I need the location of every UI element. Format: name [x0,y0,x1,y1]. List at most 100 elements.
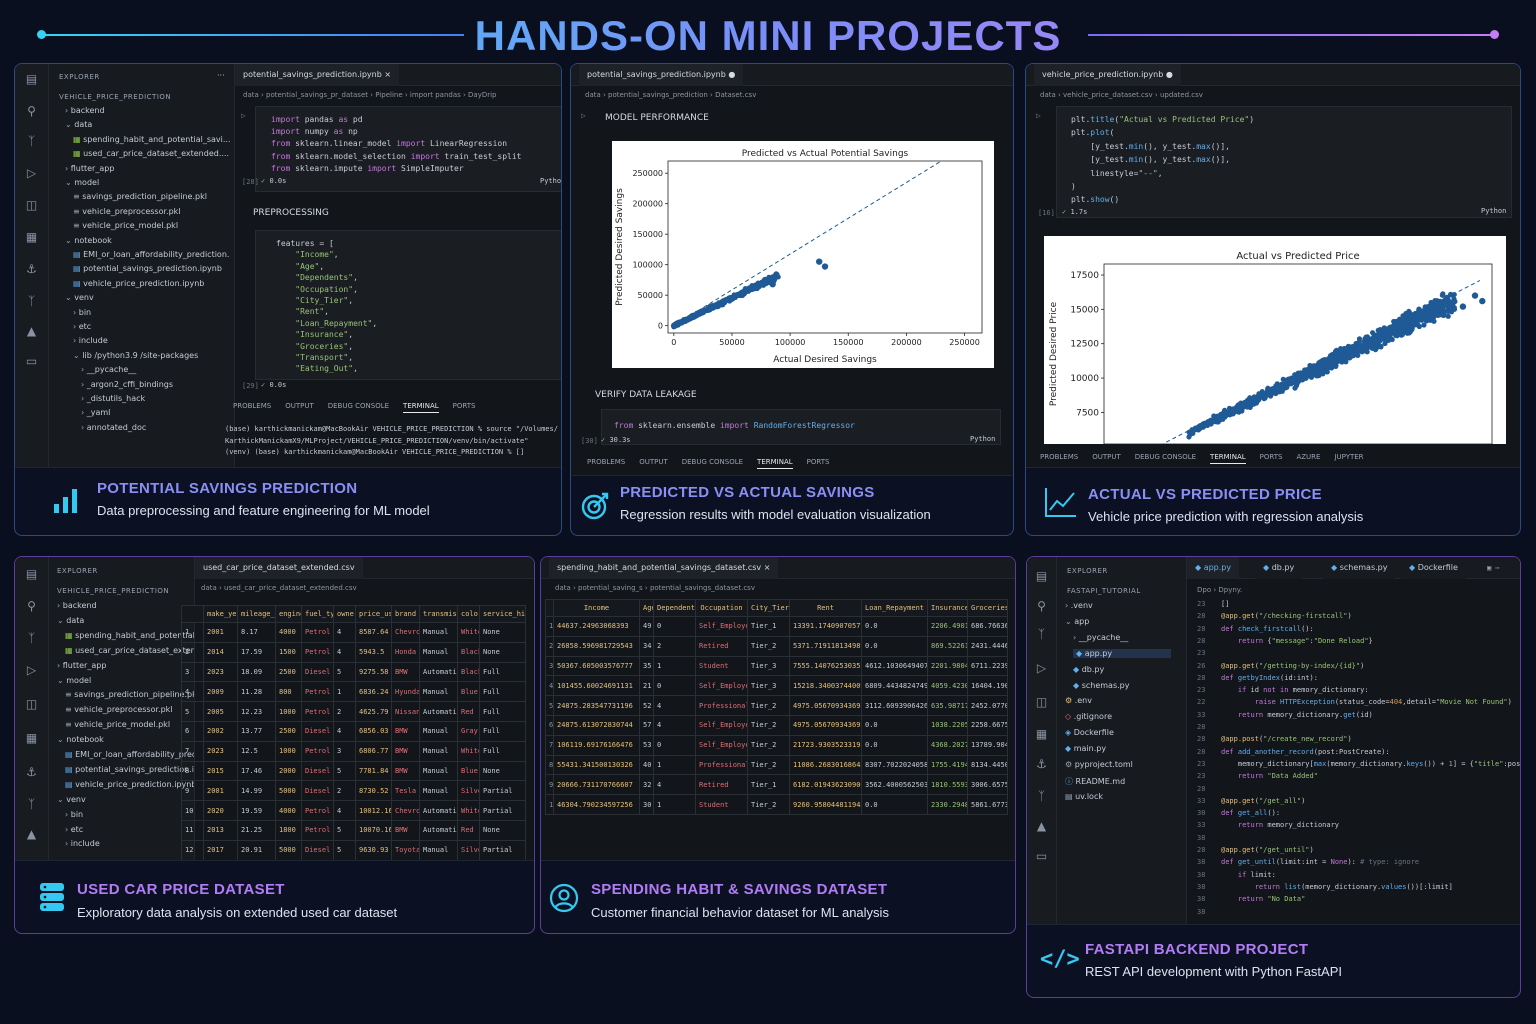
tree-item[interactable]: ▤ potential_savings_prediction.ipynb [65,765,194,774]
table-cell[interactable]: 13391.174090705777 [789,616,862,637]
table-cell[interactable]: Chevrolet [391,800,420,821]
table-cell[interactable]: Tier_2 [747,635,790,657]
table-cell[interactable]: 5 [333,839,356,860]
column-header[interactable]: Insurance [927,599,968,617]
run-debug-icon[interactable]: ▷ [1036,661,1047,675]
table-cell[interactable]: 4000 [275,622,302,643]
column-header[interactable]: City_Tier [747,599,790,617]
breadcrumb[interactable]: data › potential_savings_pr_dataset › Pi… [243,91,497,99]
panel-tab[interactable]: PROBLEMS [1040,453,1079,461]
table-row[interactable]: 7106119.69176166476530Self_EmployedTier_… [545,734,1008,756]
table-cell[interactable]: Full [479,661,526,683]
panel-tab[interactable]: DEBUG CONSOLE [681,458,744,466]
tree-item[interactable]: ◇ .gitignore [1065,712,1112,721]
table-cell[interactable]: 8307.70220240580 [861,754,928,776]
breadcrumb[interactable]: data › potential_saving_s › potential_sa… [555,584,755,592]
tree-item[interactable]: ▤ uv.lock [1065,792,1103,801]
table-cell[interactable]: 0 [653,616,696,637]
table-cell[interactable]: Manual [419,720,458,742]
package-icon[interactable]: ▭ [1035,849,1048,863]
column-header[interactable]: Loan_Repayment [861,599,928,617]
table-cell[interactable]: 1038.22059252043 [927,714,968,736]
table-cell[interactable]: 2 [333,701,356,722]
column-header[interactable]: service_history [479,605,526,623]
table-cell[interactable]: 7 [181,740,204,762]
tree-item[interactable]: ≡ vehicle_preprocessor.pkl [65,705,173,714]
table-cell[interactable]: 8730.52 [355,780,392,802]
table-cell[interactable]: 5 [333,819,356,841]
table-cell[interactable]: 686.76636572... [967,616,1008,637]
table-cell[interactable]: 2 [545,635,554,657]
table-cell[interactable]: 10 [181,800,204,821]
table-cell[interactable]: 34 [639,635,654,657]
table-cell[interactable]: 2001 [203,622,238,643]
terminal-line[interactable]: (venv) (base) karthickmanickam@MacBookAi… [225,448,525,456]
table-cell[interactable]: Tier_2 [747,714,790,736]
table-cell[interactable]: 4 [333,800,356,821]
table-cell[interactable]: None [479,641,526,663]
table-cell[interactable]: 0.0 [861,794,928,815]
table-cell[interactable]: 2015 [203,760,238,782]
table-cell[interactable]: Blue [457,681,480,703]
remote-icon[interactable]: ◫ [25,198,38,212]
table-cell[interactable]: Retired [695,635,748,657]
extensions-icon[interactable]: ▦ [25,230,38,244]
table-cell[interactable]: 6856.03 [355,720,392,742]
table-row[interactable]: 5 24875.283547731196 52 4 Professional Tier_2… [545,695,1008,716]
table-cell[interactable]: Diesel [301,780,334,802]
panel-tab[interactable]: AZURE [1296,453,1321,461]
table-cell[interactable]: Petrol [301,800,334,821]
tree-item[interactable]: ≡ savings_prediction_pipeline.pkl [73,192,207,201]
table-cell[interactable]: Diesel [301,839,334,860]
table-cell[interactable]: 4 [653,774,696,796]
table-cell[interactable]: 4368.202710231157 [927,734,968,756]
table-cell[interactable]: 5000 [275,839,302,860]
table-cell[interactable]: Black [457,661,480,683]
table-cell[interactable]: 0.0 [861,734,928,756]
table-cell[interactable]: 12.23 [237,701,276,722]
tab-potential-savings[interactable]: potential_savings_prediction.ipynb × [235,64,400,86]
table-cell[interactable]: 52 [639,695,654,716]
table-cell[interactable]: 800 [275,681,302,703]
column-header[interactable]: Groceries [967,599,1008,617]
run-debug-icon[interactable]: ▷ [26,166,37,180]
table-cell[interactable]: White [457,800,480,821]
tree-item[interactable]: › include [65,839,100,848]
table-cell[interactable]: 9 [181,780,204,802]
extensions-icon[interactable]: ▦ [1035,727,1048,741]
dirty-indicator-icon[interactable]: ● [1165,70,1173,79]
column-header[interactable]: transmission [419,605,458,623]
table-cell[interactable]: 3 [333,740,356,762]
flask-icon[interactable]: ⚓ [26,765,37,779]
table-cell[interactable]: 3006.6575550... [967,774,1008,796]
tree-item[interactable]: › _yaml [81,408,110,417]
table-cell[interactable]: Self_Employed [695,616,748,637]
tree-item[interactable]: › etc [73,322,91,331]
table-cell[interactable]: 4975.056709343692 [789,695,862,716]
tree-item[interactable]: ◈ Dockerfile [1065,728,1114,737]
table-cell[interactable]: Self_Employed [695,714,748,736]
tree-item[interactable]: ◆ db.py [1073,665,1104,674]
breadcrumb[interactable]: data › potential_savings_prediction › Da… [585,91,757,99]
tree-item[interactable]: ▤ EMI_or_loan_affordability_prediction. [73,250,229,259]
tree-item[interactable]: ▤ vehicle_price_prediction.ipynb [73,279,204,288]
table-cell[interactable]: 20666.731170766607 [553,774,640,796]
table-cell[interactable]: 3562.400056250373 [861,774,928,796]
column-header[interactable]: Age [639,599,654,617]
panel-tab[interactable]: OUTPUT [1092,453,1121,461]
tree-item[interactable]: › annotated_doc [81,423,146,432]
tree-item[interactable]: ⓘ README.md [1065,776,1125,787]
table-row[interactable]: 9 2001 14.99 5000 Diesel 2 8730.52 Tesla Manual S… [181,780,526,802]
panel-tab[interactable]: PROBLEMS [587,458,626,466]
tree-item[interactable]: ≡ savings_prediction_pipeline.pkl [65,690,194,699]
table-cell[interactable]: 5 [333,760,356,782]
tree-item[interactable]: ⌄ data [57,616,84,625]
panel-tab[interactable]: OUTPUT [639,458,668,466]
column-header[interactable]: owner_count [333,605,356,623]
table-cell[interactable]: 11.28 [237,681,276,703]
table-cell[interactable]: Blue [457,760,480,782]
tree-item[interactable]: › include [73,336,108,345]
search-icon[interactable]: ⚲ [1037,599,1046,613]
table-cell[interactable]: 4 [333,720,356,742]
cell-language[interactable]: Python [1481,207,1507,215]
